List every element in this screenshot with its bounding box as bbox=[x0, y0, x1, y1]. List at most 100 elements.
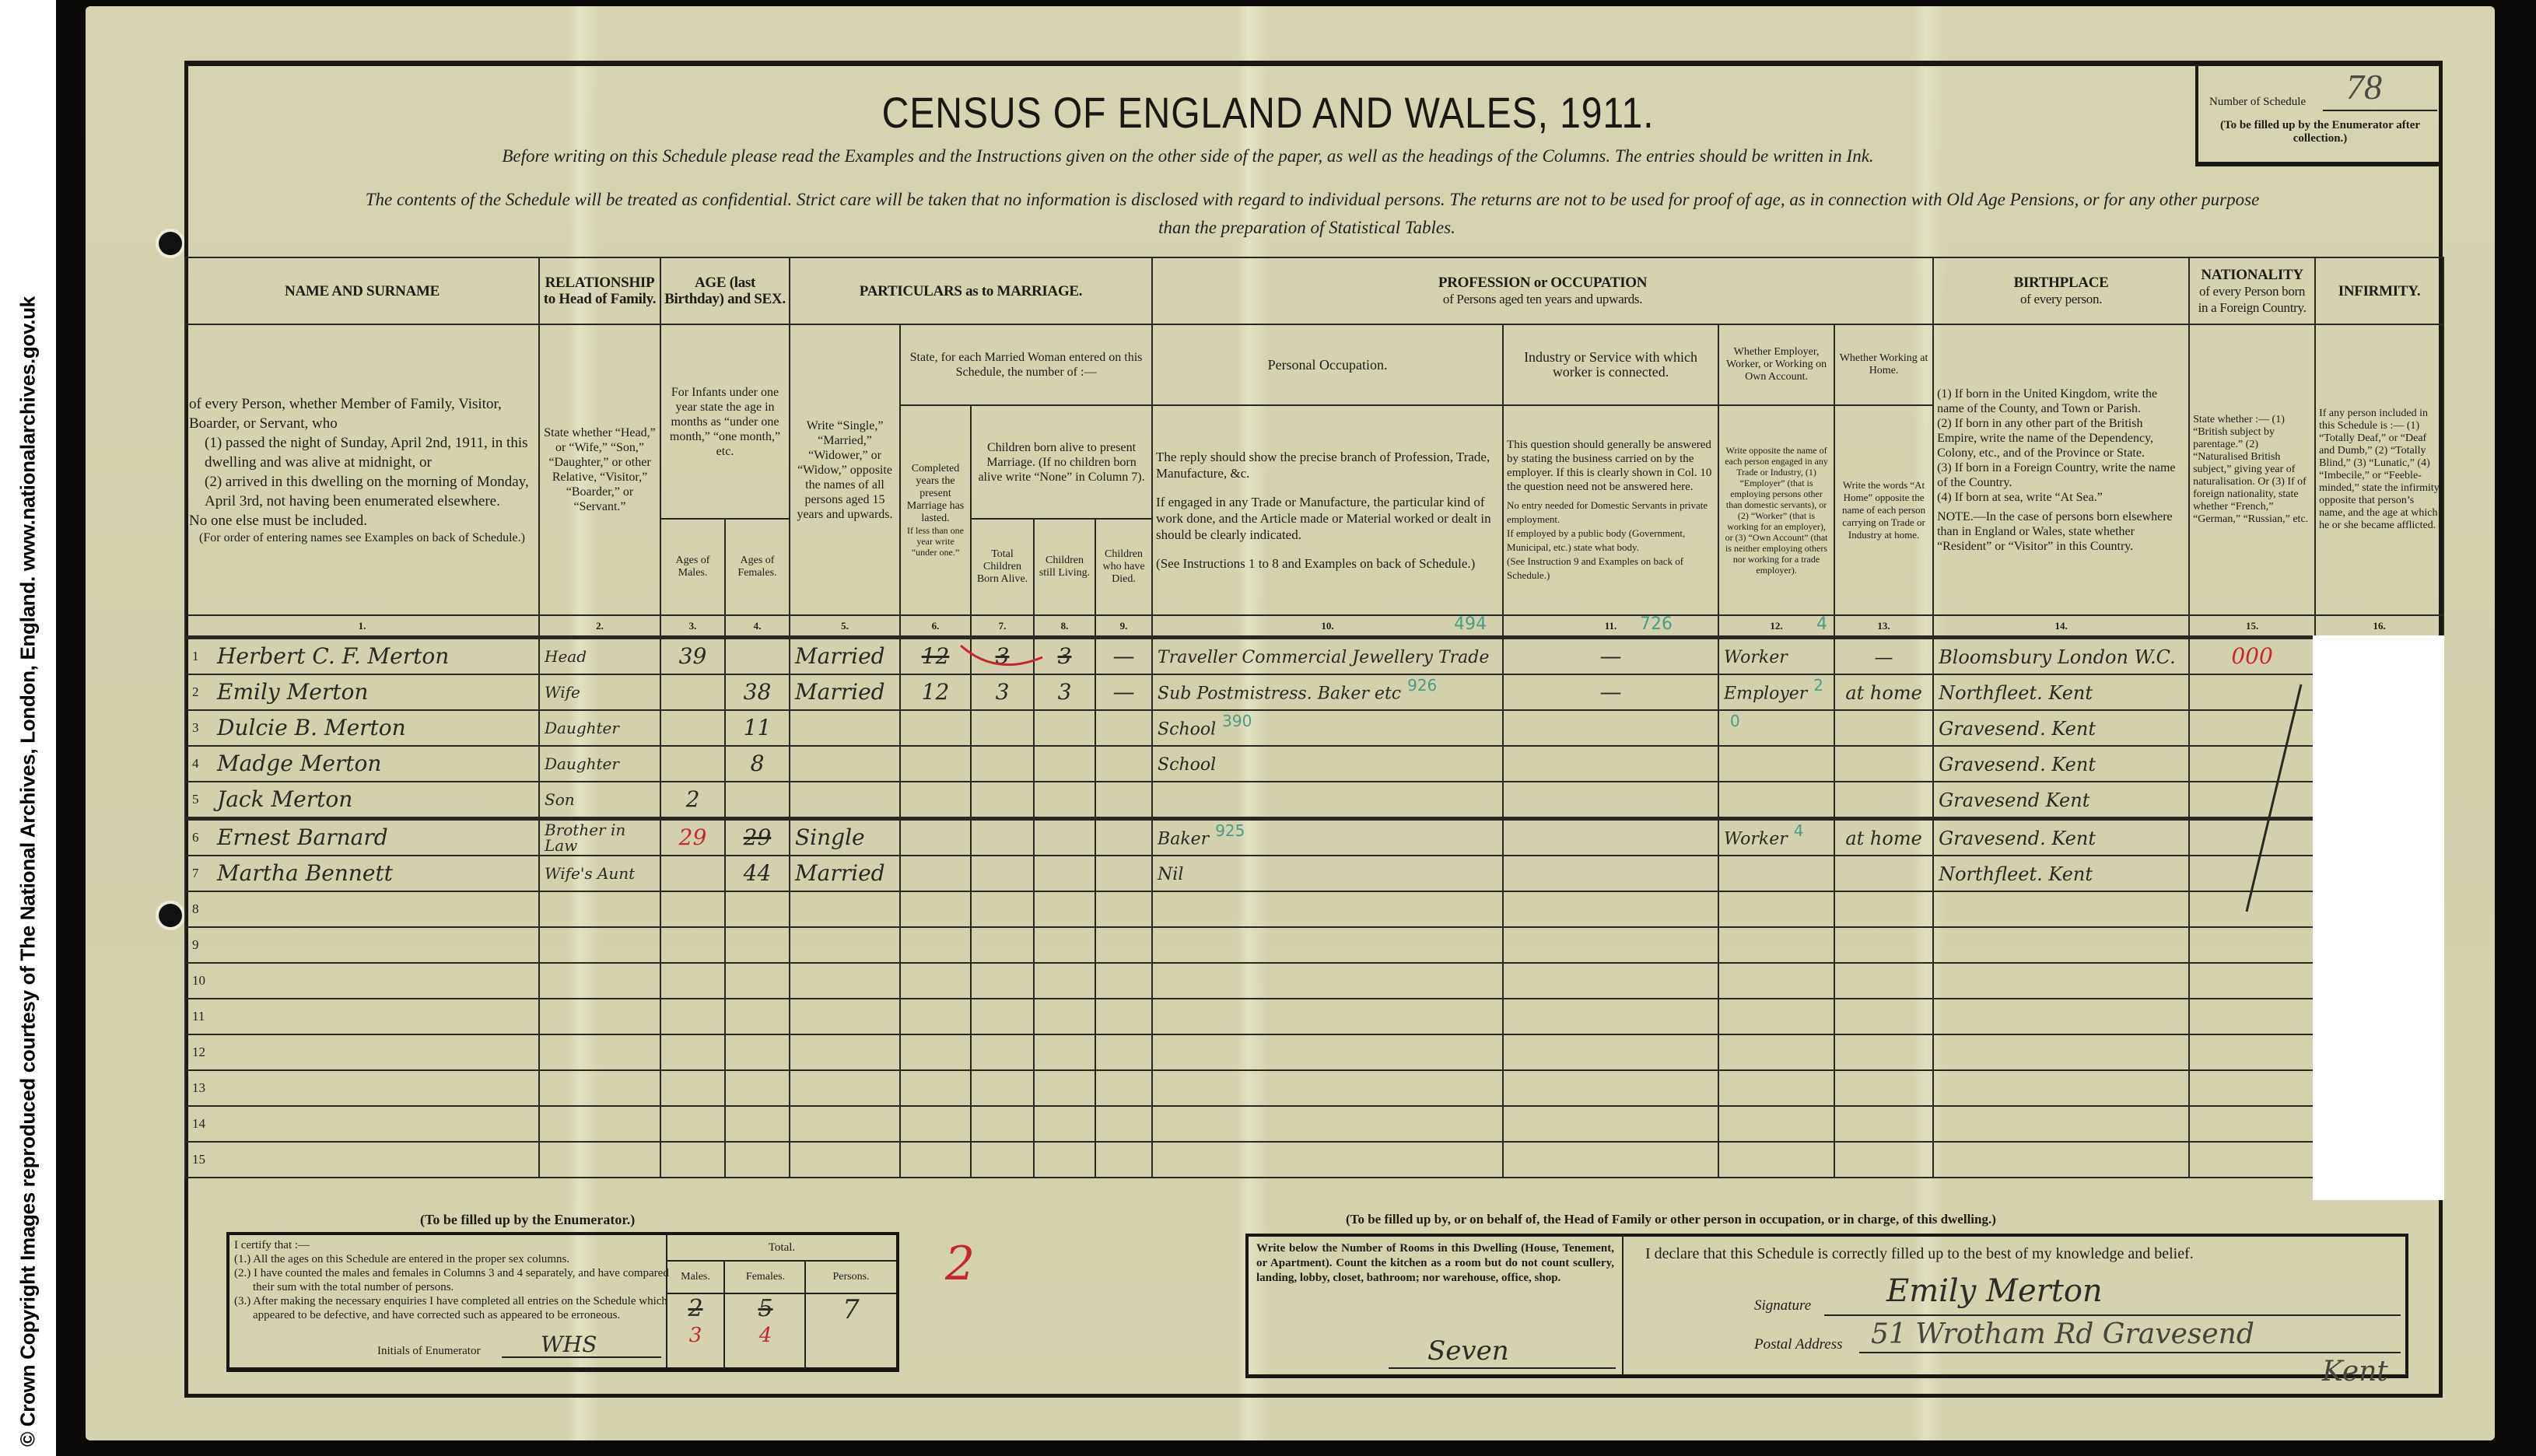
cell-marriage bbox=[789, 1034, 901, 1071]
rooms-box: Write below the Number of Rooms in this … bbox=[1249, 1237, 1624, 1374]
cell-age-male bbox=[660, 998, 726, 1035]
cell-nationality bbox=[2188, 855, 2317, 892]
cell-occupation: Baker 925 bbox=[1151, 817, 1504, 856]
cell-industry bbox=[1502, 745, 1720, 782]
column-number: 11. bbox=[1502, 614, 1720, 639]
cell-industry bbox=[1502, 1105, 1720, 1143]
cell-at-home bbox=[1834, 1034, 1935, 1071]
cell-name: 11 bbox=[184, 998, 540, 1035]
handwritten-relationship: Head bbox=[545, 647, 587, 666]
cell-age-female bbox=[724, 926, 790, 964]
header-children-died: Children who have Died. bbox=[1094, 518, 1154, 616]
handwritten-birthplace: Northfleet. Kent bbox=[1939, 863, 2093, 885]
handwritten-age-female: 29 bbox=[743, 824, 772, 850]
rooms-count: Seven bbox=[1427, 1335, 1509, 1367]
cell-marriage bbox=[789, 998, 901, 1035]
cell-died bbox=[1094, 891, 1154, 928]
handwritten-marriage: Single bbox=[795, 824, 865, 850]
certify-line: (1.) All the ages on this Schedule are e… bbox=[234, 1253, 570, 1265]
cell-employment: Worker 4 bbox=[1718, 817, 1836, 856]
row-number: 11 bbox=[192, 1009, 205, 1024]
row-number: 7 bbox=[192, 866, 199, 880]
handwritten-age-male: 2 bbox=[685, 786, 700, 812]
cell-age-male bbox=[660, 1141, 726, 1178]
cell-living bbox=[1033, 855, 1096, 892]
header-profession-sub: of Persons aged ten years and upwards. bbox=[1442, 292, 1643, 306]
cell-living bbox=[1033, 891, 1096, 928]
cell-occupation: Traveller Commercial Jewellery Trade 494 bbox=[1151, 616, 1504, 675]
children-born-alive-description: Children born alive to present Marriage.… bbox=[969, 404, 1154, 520]
handwritten-occupation: Nil bbox=[1158, 864, 1184, 884]
copyright-notice: © Crown Copyright Images reproduced cour… bbox=[16, 296, 40, 1447]
handwritten-name: Madge Merton bbox=[217, 751, 382, 776]
handwritten-marriage: Married bbox=[795, 643, 885, 669]
handwritten-relationship: Wife's Aunt bbox=[545, 864, 636, 883]
table-row: 3 Dulcie B. Merton Daughter 11 School 390 0 Gra… bbox=[184, 709, 2445, 747]
cell-age-male bbox=[660, 674, 726, 711]
handwritten-age-female: 11 bbox=[743, 715, 772, 740]
cell-age-female bbox=[724, 1034, 790, 1071]
birthplace-desc-line: (3) If born in a Foreign Country, write … bbox=[1937, 460, 2176, 489]
cell-age-female bbox=[724, 998, 790, 1035]
handwritten-relationship: Son bbox=[545, 790, 575, 809]
row-number: 8 bbox=[192, 901, 199, 916]
cell-relationship bbox=[538, 1105, 661, 1143]
birthplace-desc-line: (1) If born in the United Kingdom, write… bbox=[1937, 387, 2158, 415]
punch-hole bbox=[159, 904, 182, 927]
cell-name: 10 bbox=[184, 962, 540, 999]
cell-relationship: Daughter bbox=[538, 709, 661, 747]
handwritten-employment: Worker bbox=[1724, 829, 1788, 849]
cell-years bbox=[899, 998, 972, 1035]
cell-marriage: Single bbox=[789, 817, 901, 856]
handwritten-living: 3 bbox=[1057, 643, 1072, 669]
cell-died: — bbox=[1094, 674, 1154, 711]
industry-desc-line: No entry needed for Domestic Servants in… bbox=[1507, 499, 1708, 525]
cell-industry bbox=[1502, 926, 1720, 964]
schedule-number-value: 78 bbox=[2346, 67, 2382, 107]
cell-years bbox=[899, 817, 972, 856]
row-number: 13 bbox=[192, 1080, 205, 1095]
cell-employment bbox=[1718, 745, 1836, 782]
cell-marriage bbox=[789, 1141, 901, 1178]
cell-birthplace bbox=[1932, 1069, 2191, 1107]
cell-age-female: 38 bbox=[724, 674, 790, 711]
cell-at-home bbox=[1834, 998, 1935, 1035]
cell-died bbox=[1094, 1105, 1154, 1143]
cell-name: 4 Madge Merton bbox=[184, 745, 540, 782]
enumerator-code: 2 bbox=[1813, 676, 1824, 695]
occupation-desc-line: (See Instructions 1 to 8 and Examples on… bbox=[1156, 556, 1476, 571]
cell-age-female bbox=[724, 781, 790, 821]
header-personal-occupation: Personal Occupation. bbox=[1151, 324, 1504, 406]
signature: Emily Merton bbox=[1886, 1273, 2103, 1309]
cell-industry bbox=[1502, 1141, 1720, 1178]
cell-died bbox=[1094, 1069, 1154, 1107]
handwritten-total: 3 bbox=[995, 679, 1010, 705]
cell-relationship: Son bbox=[538, 781, 661, 821]
column-number: 4. bbox=[724, 614, 790, 639]
cell-marriage bbox=[789, 891, 901, 928]
row-number: 15 bbox=[192, 1152, 205, 1167]
column-number: 2. bbox=[538, 614, 661, 639]
cell-total bbox=[970, 962, 1035, 999]
header-children-total: Total Children Born Alive. bbox=[970, 518, 1035, 616]
cell-at-home bbox=[1834, 855, 1935, 892]
cell-industry bbox=[1502, 1034, 1720, 1071]
initials-line bbox=[502, 1356, 661, 1358]
cell-nationality bbox=[2188, 1141, 2317, 1178]
header-relationship: RELATIONSHIP to Head of Family. bbox=[538, 257, 661, 325]
cell-total: 3 bbox=[970, 636, 1035, 675]
cell-birthplace: Gravesend. Kent bbox=[1932, 745, 2191, 782]
certify-line: I certify that :— bbox=[234, 1239, 310, 1251]
cell-marriage: Married bbox=[789, 855, 901, 892]
cell-at-home bbox=[1834, 709, 1935, 747]
table-row: 4 Madge Merton Daughter 8 School Gravesend. K… bbox=[184, 745, 2445, 782]
handwritten-occupation: School bbox=[1158, 754, 1217, 775]
column-number: 8. bbox=[1033, 614, 1096, 639]
cell-occupation bbox=[1151, 1105, 1504, 1143]
cell-total bbox=[970, 781, 1035, 821]
name-description: of every Person, whether Member of Famil… bbox=[184, 324, 540, 616]
cell-name: 1 Herbert C. F. Merton bbox=[184, 636, 540, 675]
row-number: 10 bbox=[192, 973, 205, 988]
cell-years bbox=[899, 855, 972, 892]
cell-living bbox=[1033, 745, 1096, 782]
